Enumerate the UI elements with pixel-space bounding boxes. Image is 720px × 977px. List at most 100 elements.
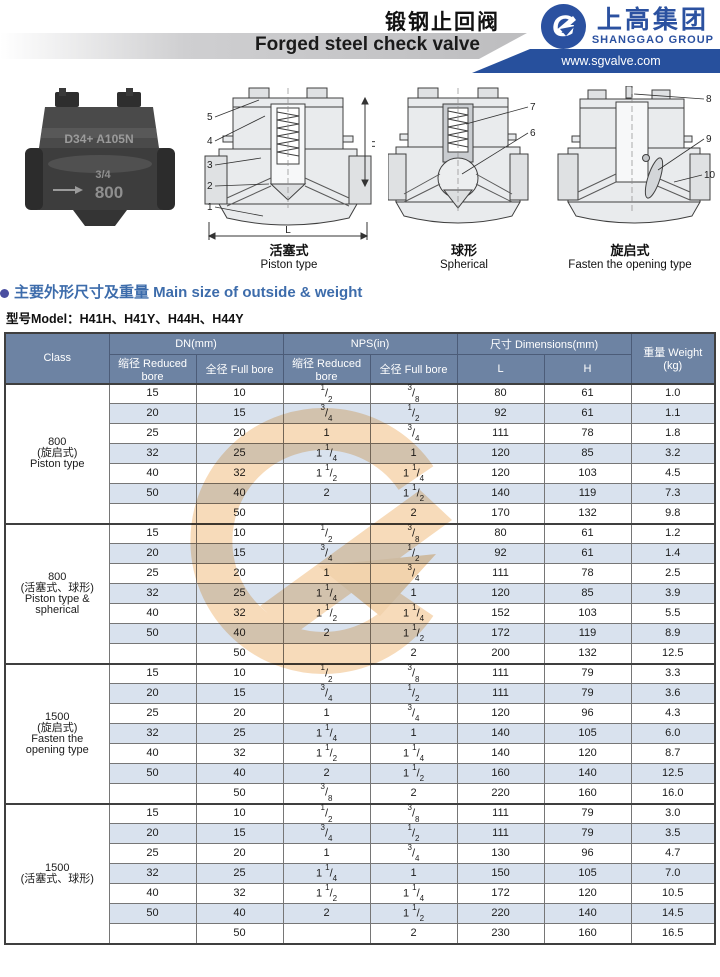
col-dimensions: 尺寸 Dimensions(mm) xyxy=(456,332,632,355)
logo-g-icon: G xyxy=(540,4,586,49)
table-cell: 16.5 xyxy=(630,923,716,944)
table-cell: 1 1/4 xyxy=(282,863,371,884)
section-title: 主要外形尺寸及重量 Main size of outside & weight xyxy=(0,282,720,304)
table-cell: 3.3 xyxy=(630,662,716,684)
table-cell: 230 xyxy=(456,923,545,944)
table-cell: 15 xyxy=(108,662,197,684)
table-cell: 10.5 xyxy=(630,883,716,904)
page-title-chinese: 锻钢止回阀 xyxy=(385,11,500,34)
table-cell: 111 xyxy=(456,802,545,824)
table-cell: 1/2 xyxy=(282,383,371,404)
table-row: 40 32 1 1/2 1 1/4 140 120 8.7 xyxy=(5,743,716,764)
table-cell: 1 xyxy=(282,703,371,724)
table-cell: 50 xyxy=(195,783,284,804)
table-cell: 25 xyxy=(195,583,284,604)
photo-marking-size: 3/4 xyxy=(95,169,111,181)
table-cell: 15 xyxy=(108,383,197,404)
figures-row: D34+ A105N 3/4 800 xyxy=(0,86,720,278)
table-cell: 40 xyxy=(108,603,197,624)
dim-label-h: H xyxy=(369,140,375,147)
table-cell: 25 xyxy=(108,703,197,724)
table-cell: 3/8 xyxy=(282,783,371,804)
table-cell: 7.0 xyxy=(630,863,716,884)
table-cell: 20 xyxy=(195,703,284,724)
table-row: 1500 (旋启式) Fasten the opening type 15 10 1/2 3/… xyxy=(4,662,716,804)
table-cell: 92 xyxy=(456,403,545,424)
table-cell: 1 1/4 xyxy=(369,883,458,904)
size-weight-table: Class DN(mm) NPS(in) 尺寸 Dimensions(mm) 重… xyxy=(4,332,716,945)
table-cell: 1.0 xyxy=(630,383,716,404)
table-row: 32 25 1 1/4 1 120 85 3.2 xyxy=(5,443,716,464)
table-cell: 78 xyxy=(543,563,632,584)
callout-9: 9 xyxy=(706,134,712,145)
table-cell: 111 xyxy=(456,423,545,444)
table-cell: 15 xyxy=(195,403,284,424)
table-cell: 1 1/4 xyxy=(282,443,371,464)
table-cell: 119 xyxy=(543,483,632,504)
table-row: 20 15 3/4 1/2 92 61 1.1 xyxy=(5,403,716,424)
table-cell: 4.3 xyxy=(630,703,716,724)
table-cell: 12.5 xyxy=(630,763,716,784)
table-cell: 15 xyxy=(108,522,197,544)
table-cell: 79 xyxy=(543,823,632,844)
table-cell: 10 xyxy=(195,662,284,684)
table-cell: 61 xyxy=(543,403,632,424)
table-cell: 25 xyxy=(195,863,284,884)
table-cell: 85 xyxy=(543,583,632,604)
table-cell: 3.5 xyxy=(630,823,716,844)
table-cell: 1/2 xyxy=(282,662,371,684)
table-cell: 105 xyxy=(543,863,632,884)
table-cell: 160 xyxy=(456,763,545,784)
table-cell: 10 xyxy=(195,522,284,544)
table-cell: 2 xyxy=(282,623,371,644)
table-cell xyxy=(108,783,197,804)
table-cell: 12.5 xyxy=(630,643,716,664)
table-cell: 3/4 xyxy=(282,683,371,704)
table-cell: 1 xyxy=(282,563,371,584)
table-cell: 1/2 xyxy=(369,403,458,424)
table-cell: 15 xyxy=(195,543,284,564)
class-label-cell: 800 (旋启式) Piston type xyxy=(4,383,110,524)
table-cell: 79 xyxy=(543,683,632,704)
table-cell: 1.2 xyxy=(630,522,716,544)
table-cell: 119 xyxy=(543,623,632,644)
table-cell: 2 xyxy=(282,763,371,784)
piston-type-drawing: H L 5 4 3 2 1 xyxy=(204,87,375,240)
table-cell: 7.3 xyxy=(630,483,716,504)
table-cell: 32 xyxy=(195,743,284,764)
table-cell: 80 xyxy=(456,383,545,404)
table-cell: 3/4 xyxy=(282,403,371,424)
table-cell: 14.5 xyxy=(630,903,716,924)
table-cell: 132 xyxy=(543,643,632,664)
callout-10: 10 xyxy=(704,170,716,181)
table-cell: 1 1/4 xyxy=(282,723,371,744)
size-table-body: 800 (旋启式) Piston type 15 10 1/2 3/8 80 61 1.0 20 15… xyxy=(4,383,716,944)
table-row: 25 20 1 3/4 111 78 2.5 xyxy=(5,563,716,584)
col-class: Class xyxy=(4,332,110,384)
table-cell: 25 xyxy=(108,563,197,584)
table-cell: 140 xyxy=(543,763,632,784)
table-cell: 3/4 xyxy=(369,843,458,864)
company-logo: G 上高集团 SHANGGAO GROUP xyxy=(540,3,714,50)
table-cell: 3/4 xyxy=(369,423,458,444)
callout-5: 5 xyxy=(207,112,213,123)
table-cell: 120 xyxy=(543,883,632,904)
table-cell: 20 xyxy=(108,403,197,424)
table-cell: 1/2 xyxy=(282,522,371,544)
page-header: 锻钢止回阀 Forged steel check valve G 上高集团 SH… xyxy=(0,0,720,86)
table-cell: 3.9 xyxy=(630,583,716,604)
table-cell: 32 xyxy=(108,443,197,464)
fasten-caption: 旋启式 Fasten the opening type xyxy=(568,243,692,271)
table-cell: 103 xyxy=(543,603,632,624)
callout-7: 7 xyxy=(530,102,536,113)
table-cell: 32 xyxy=(108,723,197,744)
table-cell: 50 xyxy=(108,483,197,504)
table-cell: 1 1/2 xyxy=(369,903,458,924)
table-cell: 2 xyxy=(369,643,458,664)
table-cell: 10 xyxy=(195,802,284,824)
photo-marking-class: 800 xyxy=(95,183,123,202)
table-row: 20 15 3/4 1/2 92 61 1.4 xyxy=(5,543,716,564)
table-cell: 20 xyxy=(108,823,197,844)
table-cell: 96 xyxy=(543,843,632,864)
